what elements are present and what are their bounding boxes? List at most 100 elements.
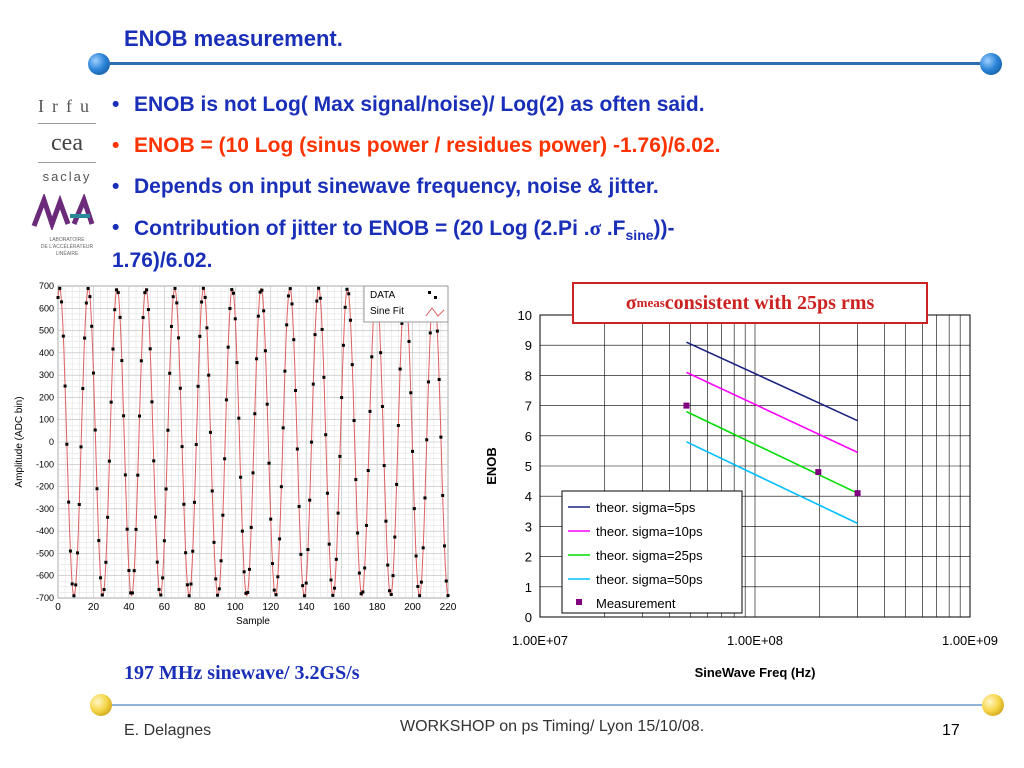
data-point: [99, 576, 103, 580]
data-point: [334, 557, 338, 561]
data-point: [311, 382, 315, 386]
data-point: [398, 367, 402, 371]
data-point: [412, 507, 416, 511]
legend-label: Sine Fit: [370, 306, 404, 317]
y-tick-label: 10: [518, 308, 532, 323]
data-point: [138, 414, 142, 418]
data-point: [347, 292, 351, 296]
data-point: [115, 288, 118, 292]
data-point: [262, 309, 266, 313]
data-point: [274, 593, 278, 597]
data-point: [333, 586, 337, 590]
data-point: [364, 523, 368, 527]
data-point: [306, 548, 310, 552]
data-point: [313, 333, 317, 337]
data-point: [246, 590, 250, 594]
data-point: [171, 295, 175, 299]
data-point: [65, 442, 69, 446]
series-line: [686, 341, 858, 422]
y-tick-label: -700: [36, 593, 54, 603]
data-point: [304, 581, 308, 585]
bullet-item: • Contribution of jitter to ENOB = (20 L…: [112, 215, 912, 274]
page-number: 17: [942, 722, 960, 739]
bullet-text: ))-: [653, 217, 675, 240]
bullet-list: • ENOB is not Log( Max signal/noise)/ Lo…: [112, 92, 912, 289]
data-point: [380, 404, 384, 408]
data-point: [100, 593, 104, 597]
data-point: [317, 286, 321, 290]
data-point: [113, 308, 117, 312]
y-tick-label: 0: [49, 437, 54, 447]
y-tick-label: 6: [525, 429, 532, 444]
data-point: [416, 584, 420, 588]
data-point: [97, 539, 101, 543]
lal-line: LINÉAIRE: [55, 251, 79, 257]
data-point: [161, 576, 165, 580]
data-point: [388, 589, 391, 593]
y-tick-label: 600: [39, 303, 54, 313]
data-point: [242, 570, 246, 574]
y-axis-label: ENOB: [484, 447, 499, 485]
data-point: [446, 594, 450, 598]
data-point: [370, 355, 374, 359]
data-point: [278, 537, 282, 541]
x-tick-label: 160: [333, 602, 350, 613]
data-point: [118, 315, 122, 319]
data-point: [223, 457, 227, 461]
data-point: [345, 287, 349, 291]
data-point: [341, 343, 345, 347]
data-point: [154, 515, 157, 519]
data-point: [361, 590, 365, 594]
data-point: [357, 571, 361, 575]
legend-label: theor. sigma=25ps: [596, 548, 703, 563]
data-point: [423, 496, 427, 500]
data-point: [201, 286, 205, 290]
y-tick-label: 700: [39, 281, 54, 291]
y-tick-label: 200: [39, 392, 54, 402]
legend: DATA Sine Fit: [363, 285, 449, 323]
data-point: [419, 580, 423, 584]
data-point: [414, 554, 418, 558]
data-point: [120, 359, 124, 363]
data-point: [180, 445, 184, 449]
bullet-item: • Depends on input sinewave frequency, n…: [112, 174, 912, 200]
footer-author: E. Delagnes: [124, 722, 212, 739]
x-axis-label: Sample: [236, 616, 270, 627]
data-point: [444, 579, 448, 583]
data-point: [418, 594, 422, 598]
data-point: [81, 387, 85, 391]
data-point: [295, 447, 299, 451]
data-point: [393, 535, 397, 539]
data-point: [409, 391, 413, 395]
measurement-point: [854, 490, 861, 497]
data-point: [301, 584, 305, 588]
legend-label: theor. sigma=50ps: [596, 572, 703, 587]
data-point: [60, 300, 64, 304]
legend-marker: [576, 599, 582, 605]
data-point: [437, 377, 441, 381]
data-point: [230, 288, 234, 292]
data-point: [226, 345, 230, 349]
data-point: [228, 307, 232, 311]
x-tick-label: 60: [159, 602, 171, 613]
data-point: [150, 400, 154, 404]
data-point: [61, 334, 65, 338]
data-point: [299, 552, 303, 556]
data-point: [325, 491, 329, 495]
data-point: [127, 569, 131, 573]
y-tick-label: 9: [525, 338, 532, 353]
data-point: [84, 301, 88, 305]
data-point: [290, 302, 294, 306]
y-tick-label: -100: [36, 459, 54, 469]
callout-text: consistent with 25ps rms: [664, 291, 875, 314]
sinewave-caption: 197 MHz sinewave/ 3.2GS/s: [124, 662, 360, 684]
data-point: [162, 539, 166, 543]
data-point: [130, 591, 134, 595]
y-tick-label: 100: [39, 415, 54, 425]
lal-emblem: [31, 192, 95, 232]
data-point: [253, 412, 257, 416]
subscript-text: sine: [625, 227, 654, 243]
y-axis-label: Amplitude (ADC bin): [14, 396, 25, 487]
bullet-text: Depends on input sinewave frequency, noi…: [134, 175, 659, 198]
data-point: [208, 430, 212, 434]
